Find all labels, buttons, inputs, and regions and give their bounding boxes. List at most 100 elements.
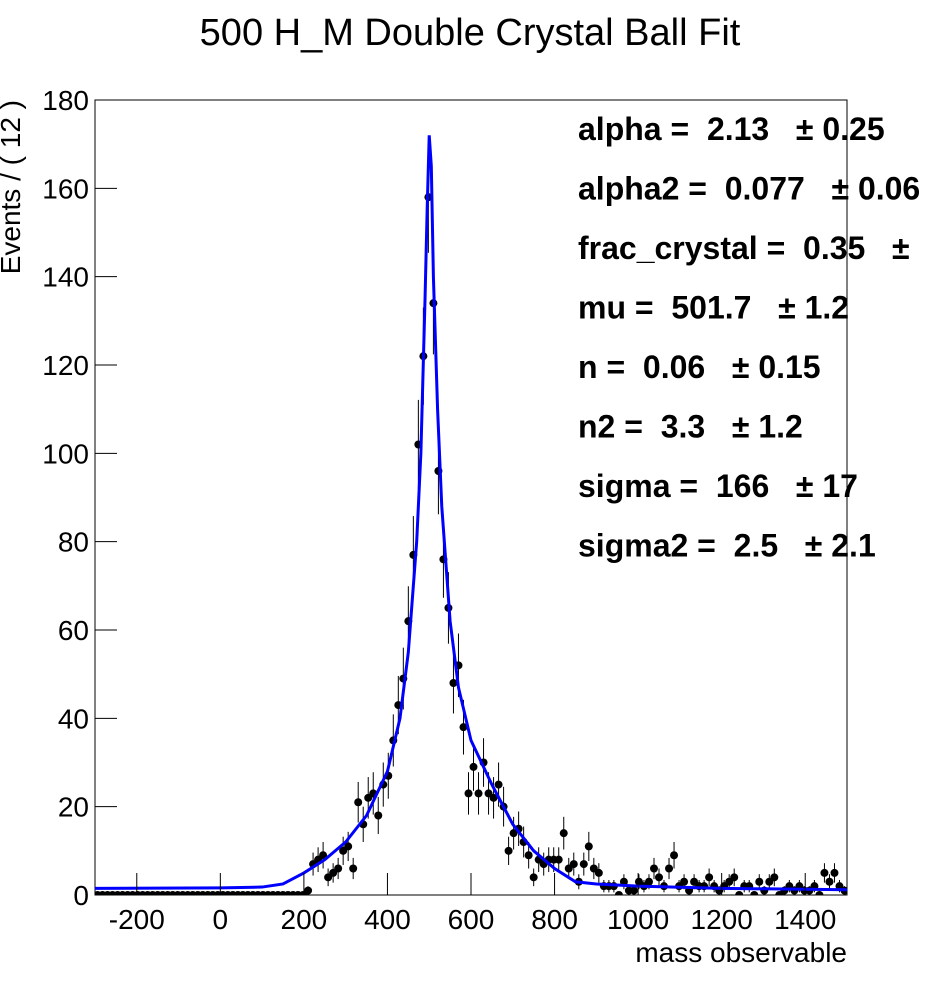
marker: [319, 851, 328, 860]
marker: [655, 873, 663, 882]
fit-parameter: mu = 501.7 ± 1.2: [578, 290, 849, 326]
x-tick-label: -200: [109, 904, 165, 935]
data-point: [319, 842, 328, 869]
marker: [770, 873, 779, 882]
data-point: [755, 874, 764, 890]
data-point: [579, 852, 588, 876]
x-axis-label: mass observable: [635, 937, 847, 968]
y-tick-label: 120: [42, 350, 89, 381]
data-point: [559, 816, 568, 850]
marker: [334, 864, 343, 873]
marker: [459, 723, 468, 732]
marker: [614, 891, 623, 895]
marker: [354, 798, 363, 807]
data-point: [825, 874, 834, 890]
marker: [830, 868, 839, 877]
marker: [554, 855, 563, 864]
data-point: [665, 857, 674, 880]
marker: [559, 829, 568, 838]
data-point: [464, 772, 473, 815]
data-point: [474, 772, 483, 815]
x-tick-label: 1400: [774, 904, 836, 935]
data-point: [730, 868, 739, 887]
marker: [619, 877, 628, 886]
data-point: [735, 891, 744, 895]
data-point: [745, 879, 754, 893]
data-point: [649, 857, 658, 880]
y-tick-label: 20: [58, 792, 89, 823]
fit-parameter: alpha = 2.13 ± 0.25: [578, 111, 885, 147]
marker: [494, 780, 503, 789]
data-point: [629, 886, 638, 895]
data-point: [469, 743, 478, 791]
marker: [349, 864, 358, 873]
y-tick-label: 80: [58, 527, 89, 558]
marker: [584, 842, 593, 851]
data-point: [334, 857, 343, 880]
data-point: [584, 831, 593, 861]
data-point: [374, 796, 383, 835]
data-point: [655, 868, 663, 887]
data-point: [314, 847, 323, 873]
y-axis-label: Events / ( 12 ): [0, 100, 26, 274]
marker: [730, 873, 739, 882]
marker: [529, 873, 538, 882]
marker: [524, 851, 533, 860]
x-tick-label: 1200: [691, 904, 753, 935]
fit-parameter: frac_crystal = 0.35 ±: [578, 230, 910, 266]
y-tick-label: 140: [42, 262, 89, 293]
marker: [374, 811, 383, 820]
data-point: [489, 777, 498, 819]
y-tick-label: 40: [58, 703, 89, 734]
data-point: [449, 652, 458, 714]
marker: [750, 891, 759, 895]
x-tick-label: 600: [448, 904, 495, 935]
data-point: [569, 852, 578, 876]
data-point: [554, 847, 563, 873]
marker: [579, 860, 588, 869]
marker: [594, 868, 603, 877]
plot-area: [95, 135, 847, 895]
marker: [344, 842, 353, 851]
data-point: [504, 836, 513, 865]
y-tick-label: 0: [73, 880, 89, 911]
marker: [825, 877, 834, 886]
marker: [705, 873, 714, 882]
marker: [665, 864, 674, 873]
marker: [304, 886, 313, 895]
data-point: [670, 842, 679, 869]
marker: [644, 877, 653, 886]
x-tick-label: 1000: [607, 904, 669, 935]
data-point: [614, 891, 623, 895]
data-point: [705, 868, 714, 887]
y-tick-label: 160: [42, 173, 89, 204]
marker: [820, 868, 829, 877]
marker: [569, 860, 578, 869]
data-point: [529, 868, 538, 887]
data-point: [770, 868, 779, 887]
marker: [469, 762, 478, 771]
fit-parameter: n2 = 3.3 ± 1.2: [578, 409, 803, 445]
marker: [629, 886, 638, 895]
x-tick-label: 800: [531, 904, 578, 935]
y-tick-label: 100: [42, 438, 89, 469]
fit-parameter: sigma = 166 ± 17: [578, 468, 858, 504]
marker: [670, 851, 679, 860]
data-point: [700, 879, 709, 893]
fit-parameter: alpha2 = 0.077 ± 0.06: [578, 171, 920, 207]
x-tick-label: 0: [213, 904, 229, 935]
data-point: [820, 863, 829, 883]
marker: [504, 846, 513, 855]
marker: [464, 789, 473, 798]
marker: [449, 679, 458, 687]
fit-parameter: n = 0.06 ± 0.15: [578, 349, 821, 385]
data-point: [349, 857, 358, 880]
fit-parameter: sigma2 = 2.5 ± 2.1: [578, 528, 876, 564]
data-point: [304, 886, 313, 895]
data-point: [830, 863, 839, 883]
marker: [649, 864, 658, 873]
marker: [489, 793, 498, 802]
marker: [755, 877, 764, 886]
